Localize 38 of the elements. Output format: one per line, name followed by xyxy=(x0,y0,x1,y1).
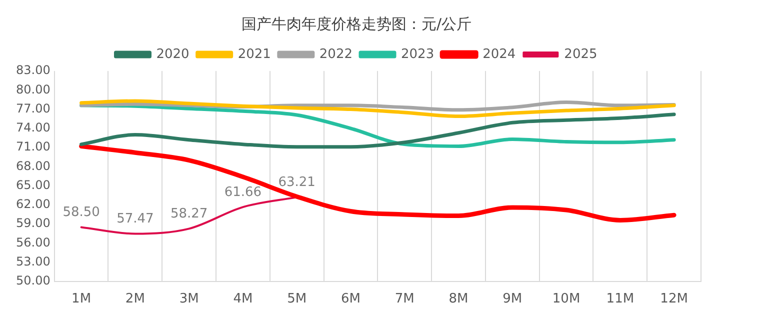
x-tick-label: 6M xyxy=(340,292,360,307)
x-tick-label: 2M xyxy=(125,292,145,307)
data-label: 58.50 xyxy=(62,205,100,220)
x-tick-label: 8M xyxy=(448,292,468,307)
chart-title: 国产牛肉年度价格走势图：元/公斤 xyxy=(241,14,472,33)
y-tick-label: 83.00 xyxy=(16,63,50,78)
x-tick-label: 1M xyxy=(72,292,92,307)
y-tick-label: 74.00 xyxy=(16,120,50,135)
x-tick-label: 10M xyxy=(552,292,580,307)
y-tick-label: 68.00 xyxy=(16,158,50,173)
legend-label: 2021 xyxy=(238,46,271,62)
data-label: 63.21 xyxy=(278,175,316,190)
x-tick-label: 7M xyxy=(394,292,414,307)
y-tick-label: 59.00 xyxy=(16,216,50,230)
x-tick-label: 9M xyxy=(502,292,522,307)
line-series xyxy=(80,99,676,118)
data-label: 61.66 xyxy=(224,184,262,200)
y-tick-label: 65.00 xyxy=(16,178,50,192)
data-label: 57.47 xyxy=(116,212,154,227)
x-tick-label: 12M xyxy=(660,292,688,307)
legend-label: 2025 xyxy=(564,46,598,62)
x-tick-label: 5M xyxy=(287,292,307,307)
x-tick-label: 4M xyxy=(233,292,253,307)
x-tick-label: 3M xyxy=(179,292,199,307)
x-tick-label: 11M xyxy=(606,292,634,307)
y-tick-label: 56.00 xyxy=(16,235,50,250)
legend-label: 2022 xyxy=(319,46,353,62)
data-label: 58.27 xyxy=(170,206,208,222)
y-tick-label: 62.00 xyxy=(16,197,50,212)
y-tick-label: 80.00 xyxy=(16,82,50,96)
legend-label: 2023 xyxy=(401,46,434,62)
y-tick-label: 50.00 xyxy=(16,274,50,288)
y-tick-label: 71.00 xyxy=(16,140,50,154)
legend-label: 2024 xyxy=(482,46,516,62)
line-series xyxy=(80,112,676,149)
legend-label: 2020 xyxy=(156,46,190,62)
y-tick-label: 77.00 xyxy=(16,101,50,116)
y-tick-label: 53.00 xyxy=(16,254,50,268)
